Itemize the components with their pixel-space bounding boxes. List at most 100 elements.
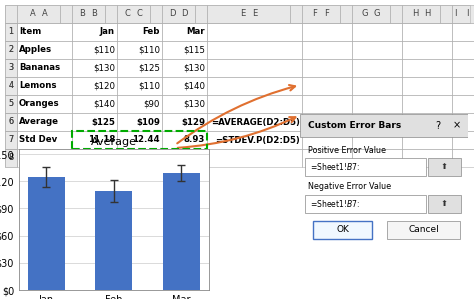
Text: H: H bbox=[424, 10, 430, 19]
Bar bbox=[72, 131, 207, 149]
Bar bbox=[207, 131, 302, 149]
Text: Bananas: Bananas bbox=[19, 63, 60, 72]
Bar bbox=[117, 5, 162, 23]
Bar bbox=[302, 77, 352, 95]
Bar bbox=[302, 59, 352, 77]
Bar bbox=[5, 41, 17, 59]
Bar bbox=[117, 77, 162, 95]
Bar bbox=[5, 77, 17, 95]
Bar bbox=[452, 5, 474, 23]
Bar bbox=[402, 5, 452, 23]
Bar bbox=[352, 95, 402, 113]
Title: Average: Average bbox=[91, 137, 137, 147]
Bar bbox=[162, 95, 207, 113]
Text: I: I bbox=[454, 10, 456, 19]
Bar bbox=[302, 95, 352, 113]
Bar bbox=[5, 131, 17, 149]
Bar bbox=[207, 5, 302, 23]
Text: Positive Error Value: Positive Error Value bbox=[309, 146, 386, 155]
Bar bbox=[352, 41, 402, 59]
Bar bbox=[402, 5, 452, 23]
Text: F: F bbox=[312, 10, 318, 19]
Text: E: E bbox=[240, 10, 245, 19]
Bar bbox=[162, 59, 207, 77]
Bar bbox=[207, 95, 302, 113]
Text: F: F bbox=[325, 10, 329, 19]
Bar bbox=[5, 131, 17, 149]
Bar bbox=[5, 23, 17, 41]
Bar bbox=[352, 149, 402, 167]
Bar bbox=[5, 113, 17, 131]
Text: $140: $140 bbox=[93, 100, 115, 109]
Text: B: B bbox=[80, 10, 85, 19]
Text: D: D bbox=[181, 10, 188, 19]
Bar bbox=[17, 149, 72, 167]
Bar bbox=[17, 131, 72, 149]
Bar bbox=[60, 5, 105, 23]
Bar bbox=[117, 5, 162, 23]
Text: C: C bbox=[125, 10, 130, 19]
Bar bbox=[207, 23, 302, 41]
Bar bbox=[95, 191, 132, 290]
Bar bbox=[352, 131, 402, 149]
Text: $110: $110 bbox=[93, 45, 115, 54]
Text: 6: 6 bbox=[9, 118, 13, 126]
Bar bbox=[72, 41, 117, 59]
Bar bbox=[17, 59, 72, 77]
Bar bbox=[150, 5, 195, 23]
Text: 5: 5 bbox=[9, 100, 14, 109]
Bar bbox=[5, 95, 17, 113]
Bar bbox=[5, 77, 17, 95]
Bar bbox=[195, 5, 290, 23]
Bar bbox=[5, 5, 17, 23]
Text: =Sheet1!$B$7:: =Sheet1!$B$7: bbox=[310, 198, 360, 208]
Bar bbox=[352, 113, 402, 131]
Bar bbox=[352, 5, 402, 23]
Bar bbox=[5, 113, 17, 131]
Text: 8.93: 8.93 bbox=[183, 135, 205, 144]
Bar bbox=[302, 131, 352, 149]
Text: $125: $125 bbox=[91, 118, 115, 126]
Bar bbox=[390, 5, 440, 23]
Bar bbox=[290, 5, 340, 23]
Text: 1: 1 bbox=[9, 28, 13, 36]
Bar bbox=[105, 5, 150, 23]
Bar bbox=[402, 41, 452, 59]
Text: Average: Average bbox=[19, 118, 59, 126]
Bar bbox=[5, 95, 17, 113]
Bar bbox=[17, 41, 72, 59]
Bar bbox=[117, 95, 162, 113]
Bar bbox=[72, 5, 117, 23]
Bar bbox=[117, 149, 162, 167]
Text: 4: 4 bbox=[9, 82, 13, 91]
Text: Std Dev: Std Dev bbox=[19, 135, 57, 144]
Text: 4: 4 bbox=[9, 82, 14, 91]
Bar bbox=[72, 23, 117, 41]
Text: 2: 2 bbox=[9, 45, 14, 54]
Bar bbox=[302, 149, 352, 167]
Text: ?: ? bbox=[435, 121, 440, 131]
Bar bbox=[402, 77, 452, 95]
Bar bbox=[352, 77, 402, 95]
Bar bbox=[402, 23, 452, 41]
Text: =Sheet1!$B$7:: =Sheet1!$B$7: bbox=[310, 161, 360, 172]
Bar bbox=[162, 77, 207, 95]
Bar bbox=[207, 113, 302, 131]
Bar bbox=[452, 77, 474, 95]
Bar bbox=[72, 95, 117, 113]
Text: A: A bbox=[29, 10, 36, 19]
Bar bbox=[162, 113, 207, 131]
Bar bbox=[452, 131, 474, 149]
Bar bbox=[5, 41, 17, 59]
Bar bbox=[402, 149, 452, 167]
FancyBboxPatch shape bbox=[313, 221, 372, 239]
Bar bbox=[5, 131, 17, 149]
Text: $110: $110 bbox=[138, 45, 160, 54]
Bar bbox=[452, 41, 474, 59]
Bar bbox=[5, 131, 17, 149]
Bar bbox=[340, 5, 390, 23]
Bar bbox=[5, 23, 17, 41]
FancyBboxPatch shape bbox=[305, 195, 426, 213]
Bar bbox=[5, 149, 17, 167]
Text: D: D bbox=[169, 10, 176, 19]
